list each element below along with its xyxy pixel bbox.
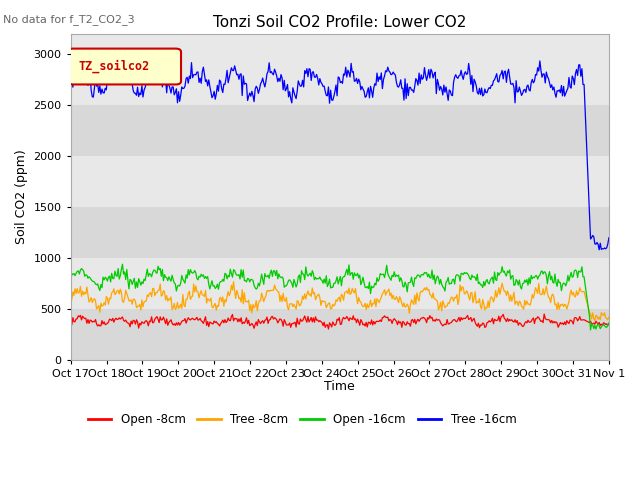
Bar — [70, 105, 609, 156]
Open -16cm — [509, 273, 516, 278]
Open -8cm — [595, 322, 602, 327]
Legend: Open -8cm, Tree -8cm, Open -16cm, Tree -16cm: Open -8cm, Tree -8cm, Open -16cm, Tree -… — [83, 408, 522, 431]
Tree -8cm — [67, 293, 74, 299]
X-axis label: Time: Time — [324, 380, 355, 393]
Line: Tree -8cm: Tree -8cm — [70, 282, 609, 321]
Bar — [70, 156, 609, 207]
Tree -8cm — [388, 296, 396, 301]
Tree -16cm — [593, 240, 601, 245]
Open -16cm — [327, 285, 335, 291]
Bar — [70, 258, 609, 309]
Tree -16cm — [323, 93, 330, 98]
Tree -16cm — [595, 247, 603, 252]
Open -8cm — [359, 322, 367, 328]
Text: TZ_soilco2: TZ_soilco2 — [79, 60, 150, 73]
Line: Open -8cm: Open -8cm — [70, 314, 609, 329]
Tree -16cm — [387, 72, 395, 78]
Tree -8cm — [605, 314, 612, 320]
Open -8cm — [327, 322, 335, 327]
Tree -16cm — [508, 81, 516, 87]
Open -8cm — [540, 311, 548, 317]
Open -8cm — [324, 326, 332, 332]
Tree -8cm — [324, 302, 332, 308]
Tree -8cm — [359, 304, 367, 310]
Line: Tree -16cm: Tree -16cm — [70, 61, 609, 250]
Y-axis label: Soil CO2 (ppm): Soil CO2 (ppm) — [15, 149, 28, 244]
Tree -16cm — [358, 84, 365, 89]
Open -8cm — [605, 321, 612, 327]
Open -16cm — [605, 320, 612, 326]
Tree -16cm — [67, 73, 74, 79]
Open -16cm — [67, 280, 74, 286]
Title: Tonzi Soil CO2 Profile: Lower CO2: Tonzi Soil CO2 Profile: Lower CO2 — [213, 15, 467, 30]
Open -16cm — [359, 275, 367, 280]
Tree -16cm — [536, 58, 544, 64]
Tree -16cm — [605, 235, 612, 240]
Bar — [70, 309, 609, 360]
Open -8cm — [67, 319, 74, 324]
FancyBboxPatch shape — [68, 48, 181, 84]
Bar — [70, 54, 609, 105]
Tree -16cm — [326, 100, 333, 106]
Text: No data for f_T2_CO2_3: No data for f_T2_CO2_3 — [3, 14, 135, 25]
Open -16cm — [587, 327, 595, 333]
Open -8cm — [323, 322, 330, 328]
Open -8cm — [388, 321, 396, 326]
Bar — [70, 207, 609, 258]
Open -16cm — [118, 261, 126, 267]
Open -16cm — [388, 272, 396, 278]
Tree -8cm — [591, 318, 598, 324]
Tree -8cm — [595, 316, 602, 322]
Open -8cm — [509, 319, 516, 324]
Line: Open -16cm: Open -16cm — [70, 264, 609, 330]
Tree -8cm — [230, 279, 237, 285]
Open -16cm — [324, 284, 332, 289]
Tree -8cm — [509, 294, 516, 300]
Tree -8cm — [327, 306, 335, 312]
Open -16cm — [595, 321, 602, 327]
